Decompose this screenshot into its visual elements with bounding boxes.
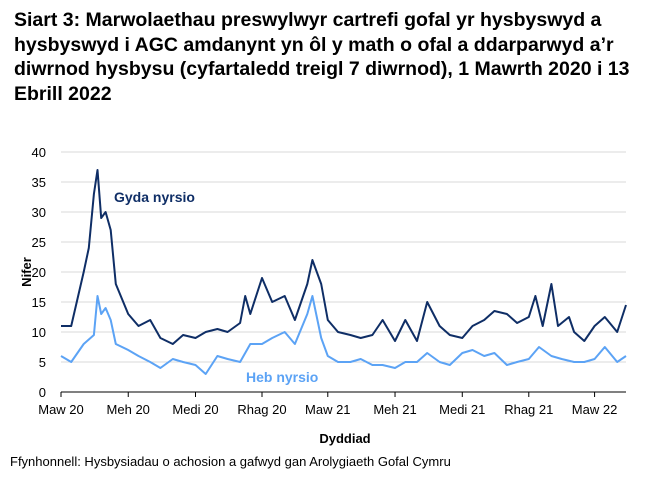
series-label-heb-nyrsio: Heb nyrsio	[246, 369, 318, 385]
y-tick-label: 35	[32, 175, 46, 190]
x-tick-label: Maw 20	[38, 402, 84, 417]
series-labels: Gyda nyrsio Heb nyrsio	[114, 189, 318, 385]
series-label-gyda-nyrsio: Gyda nyrsio	[114, 189, 195, 205]
x-tick-label: Maw 21	[305, 402, 351, 417]
y-tick-label: 0	[39, 385, 46, 400]
x-tick-label: Rhag 21	[504, 402, 553, 417]
y-tick-label: 15	[32, 295, 46, 310]
y-tick-label: 5	[39, 355, 46, 370]
x-tick-label: Medi 21	[439, 402, 485, 417]
x-tick-label: Meh 21	[373, 402, 416, 417]
x-tick-label: Medi 20	[172, 402, 218, 417]
series-line-heb-nyrsio	[60, 295, 627, 375]
chart-title: Siart 3: Marwolaethau preswylwyr cartref…	[14, 9, 630, 105]
x-axis-label: Dyddiad	[319, 431, 370, 446]
y-tick-label: 40	[32, 145, 46, 160]
y-axis-label: Nifer	[19, 257, 34, 287]
x-tick-label: Meh 20	[107, 402, 150, 417]
source-note: Ffynhonnell: Hysbysiadau o achosion a ga…	[10, 454, 451, 469]
y-tick-label: 30	[32, 205, 46, 220]
gridlines	[61, 151, 626, 363]
x-axis: Maw 20 Meh 20 Medi 20 Rhag 20 Maw 21 Meh 21 Me…	[38, 391, 626, 417]
series-line-gyda-nyrsio	[61, 169, 627, 345]
y-tick-label: 20	[32, 265, 46, 280]
x-tick-label: Rhag 20	[237, 402, 286, 417]
x-tick-label: Maw 22	[572, 402, 618, 417]
y-axis-ticks: 0 5 10 15 20 25 30 35 40	[32, 145, 46, 400]
y-tick-label: 10	[32, 325, 46, 340]
series-lines	[60, 169, 627, 375]
y-tick-label: 25	[32, 235, 46, 250]
